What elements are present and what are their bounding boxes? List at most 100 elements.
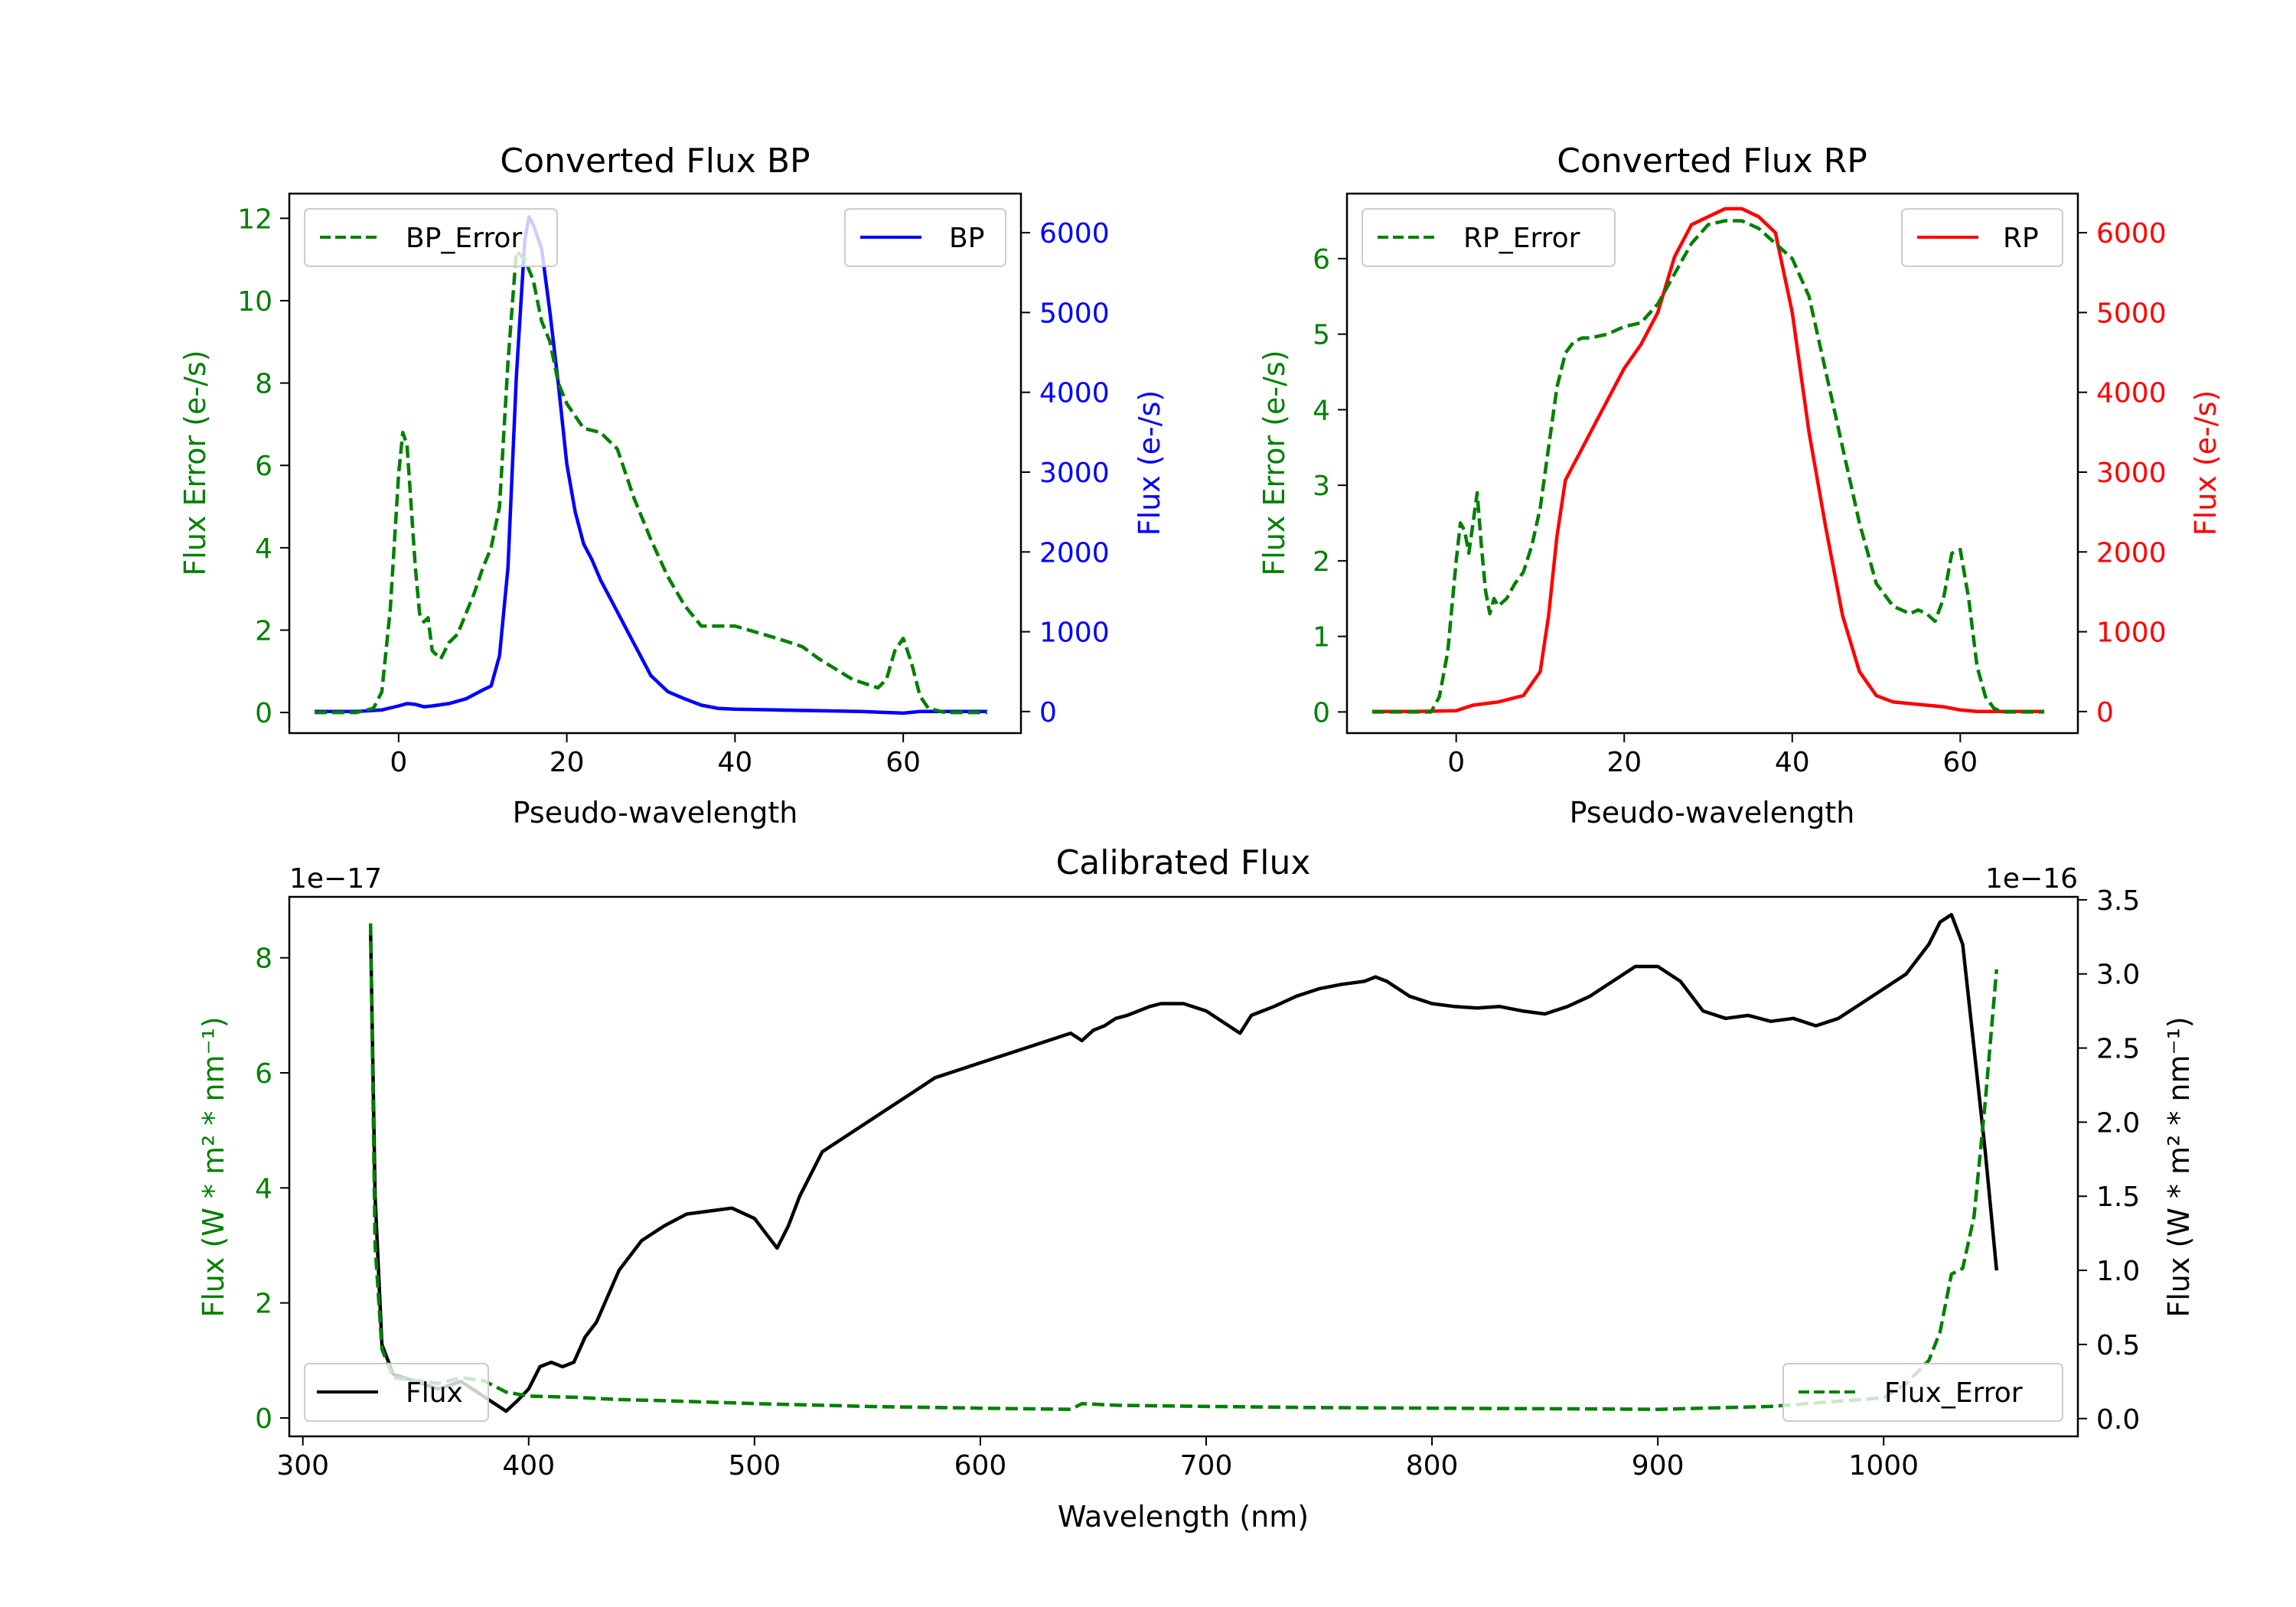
bp-xtick-label: 0 bbox=[390, 747, 407, 778]
bp-legend-error: BP_Error bbox=[304, 208, 558, 267]
bp-ytick-right-label: 6000 bbox=[1039, 218, 1110, 249]
bp-ytick-right-label: 1000 bbox=[1039, 618, 1110, 649]
cal-offset-left: 1e−17 bbox=[289, 863, 382, 895]
rp-legend-flux-label: RP bbox=[2003, 223, 2039, 254]
rp-ytick-left-label: 1 bbox=[1313, 622, 1330, 654]
bp-ytick-right-label: 3000 bbox=[1039, 458, 1110, 489]
cal-ytick-right-label: 0.5 bbox=[2096, 1330, 2140, 1361]
bp-ytick-left-label: 6 bbox=[255, 451, 272, 482]
rp-ytick-right-label: 1000 bbox=[2096, 618, 2167, 649]
rp-ytick-right-label: 0 bbox=[2096, 697, 2114, 729]
cal-xtick-label: 700 bbox=[1180, 1450, 1233, 1482]
bp-ytick-left-label: 4 bbox=[255, 533, 272, 565]
bp-series-bp-error bbox=[315, 249, 987, 715]
cal-ylabel-right: Flux (W * m² * nm⁻¹) bbox=[2162, 1016, 2196, 1317]
rp-xlabel: Pseudo-wavelength bbox=[1570, 796, 1855, 830]
cal-ytick-left-label: 0 bbox=[255, 1403, 272, 1435]
cal-legend-flux-label: Flux bbox=[406, 1377, 463, 1409]
bp-title: Converted Flux BP bbox=[500, 142, 810, 181]
bp-legend-flux-label: BP bbox=[949, 223, 984, 254]
cal-ytick-right-label: 2.5 bbox=[2096, 1034, 2140, 1065]
bp-ytick-left-label: 2 bbox=[255, 615, 272, 647]
cal-ytick-left-label: 2 bbox=[255, 1289, 272, 1320]
rp-ytick-left-label: 2 bbox=[1313, 546, 1330, 578]
cal-ytick-right-label: 3.5 bbox=[2096, 885, 2140, 917]
rp-panel: Converted Flux RP 0 20 40 60012345601000200… bbox=[1257, 142, 2223, 830]
bp-ticks: 0 20 40 60 0 2 4 6 8 10 12 0 1000 2000 3000 4000 5000 600… bbox=[237, 204, 1109, 778]
rp-xtick-label: 40 bbox=[1775, 747, 1810, 778]
rp-ylabel-left: Flux Error (e-/s) bbox=[1257, 350, 1291, 575]
cal-panel: Calibrated Flux 1e−17 1e−16 300 400 500 600… bbox=[197, 843, 2196, 1534]
bp-xlabel: Pseudo-wavelength bbox=[513, 796, 798, 830]
cal-xlabel: Wavelength (nm) bbox=[1058, 1500, 1309, 1534]
rp-legend-flux: RP bbox=[1901, 208, 2063, 267]
cal-ytick-left-label: 8 bbox=[255, 944, 272, 975]
rp-legend-error-label: RP_Error bbox=[1463, 223, 1580, 254]
rp-ytick-right-label: 6000 bbox=[2096, 218, 2167, 249]
cal-xtick-label: 600 bbox=[954, 1450, 1007, 1482]
rp-series-rp bbox=[1371, 207, 2045, 714]
bp-legend-flux: BP bbox=[844, 208, 1006, 267]
cal-xtick-label: 400 bbox=[502, 1450, 555, 1482]
bp-series-bp bbox=[315, 214, 987, 715]
rp-ytick-left-label: 6 bbox=[1313, 244, 1330, 275]
bp-panel: Converted Flux BP 0 20 40 60 0 2 4 6 8 10 12 0 1000 2… bbox=[178, 142, 1166, 830]
bp-ytick-left-label: 12 bbox=[237, 204, 272, 235]
rp-axes-frame bbox=[1345, 192, 2079, 735]
rp-ytick-left-label: 4 bbox=[1313, 395, 1330, 426]
cal-series-flux bbox=[368, 912, 1999, 1413]
rp-ytick-left-label: 3 bbox=[1313, 471, 1330, 502]
rp-xtick-label: 60 bbox=[1942, 747, 1978, 778]
cal-ytick-right-label: 2.0 bbox=[2096, 1107, 2140, 1139]
rp-ytick-right-label: 4000 bbox=[2096, 378, 2167, 409]
bp-ytick-right-label: 0 bbox=[1039, 697, 1057, 729]
rp-plot-area bbox=[1371, 207, 2045, 714]
bp-ylabel-right: Flux (e-/s) bbox=[1133, 390, 1166, 536]
bp-axes-frame bbox=[288, 192, 1022, 735]
bp-xtick-label: 20 bbox=[550, 747, 585, 778]
cal-ticks: 300 400 500 600 700 800 900 1000 0 2 4 6 8 0.0 0.5 1.0 1… bbox=[255, 885, 2140, 1482]
bp-legend-error-label: BP_Error bbox=[406, 223, 522, 254]
cal-title: Calibrated Flux bbox=[1056, 843, 1311, 882]
cal-offset-right: 1e−16 bbox=[1985, 863, 2078, 895]
cal-xtick-label: 500 bbox=[728, 1450, 781, 1482]
bp-ytick-right-label: 2000 bbox=[1039, 537, 1110, 569]
rp-title: Converted Flux RP bbox=[1557, 142, 1867, 181]
rp-ytick-right-label: 2000 bbox=[2096, 537, 2167, 569]
rp-ytick-right-label: 3000 bbox=[2096, 458, 2167, 489]
rp-ylabel-right: Flux (e-/s) bbox=[2189, 390, 2223, 536]
rp-ytick-right-label: 5000 bbox=[2096, 298, 2167, 329]
cal-legend-flux: Flux bbox=[304, 1363, 489, 1422]
bp-ytick-left-label: 0 bbox=[255, 698, 272, 729]
bp-ytick-right-label: 4000 bbox=[1039, 378, 1110, 409]
bp-xtick-label: 60 bbox=[885, 747, 921, 778]
bp-xtick-label: 40 bbox=[717, 747, 752, 778]
rp-xtick-label: 20 bbox=[1606, 747, 1642, 778]
bp-plot-area bbox=[315, 214, 987, 715]
bp-ytick-left-label: 10 bbox=[237, 286, 272, 318]
cal-ytick-right-label: 0.0 bbox=[2096, 1404, 2140, 1436]
rp-series-rp-error bbox=[1371, 219, 2045, 714]
rp-ytick-left-label: 5 bbox=[1313, 320, 1330, 351]
cal-ytick-left-label: 6 bbox=[255, 1058, 272, 1090]
cal-ytick-right-label: 1.0 bbox=[2096, 1256, 2140, 1287]
bp-ytick-right-label: 5000 bbox=[1039, 298, 1110, 329]
cal-ytick-right-label: 1.5 bbox=[2096, 1182, 2140, 1213]
bp-ytick-left-label: 8 bbox=[255, 369, 272, 400]
cal-xtick-label: 800 bbox=[1406, 1450, 1459, 1482]
rp-legend-error: RP_Error bbox=[1362, 208, 1616, 267]
cal-ytick-left-label: 4 bbox=[255, 1173, 272, 1204]
rp-xtick-label: 0 bbox=[1447, 747, 1465, 778]
cal-xtick-label: 300 bbox=[276, 1450, 329, 1482]
bp-ylabel-left: Flux Error (e-/s) bbox=[178, 350, 212, 575]
cal-ytick-right-label: 3.0 bbox=[2096, 960, 2140, 991]
cal-legend-error: Flux_Error bbox=[1782, 1363, 2063, 1422]
cal-legend-error-label: Flux_Error bbox=[1884, 1377, 2023, 1409]
cal-xtick-label: 900 bbox=[1632, 1450, 1684, 1482]
cal-xtick-label: 1000 bbox=[1848, 1450, 1919, 1482]
cal-axes-frame bbox=[288, 895, 2079, 1438]
cal-ylabel-left: Flux (W * m² * nm⁻¹) bbox=[197, 1016, 230, 1317]
rp-ytick-left-label: 0 bbox=[1313, 697, 1330, 729]
